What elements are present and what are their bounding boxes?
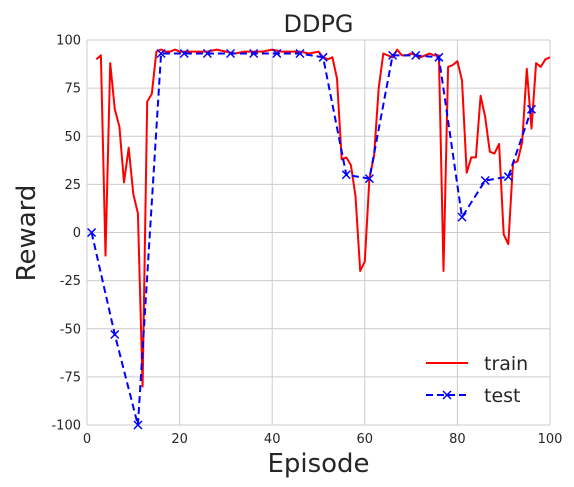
data-point-test bbox=[272, 48, 282, 59]
x-tick-label: 80 bbox=[449, 432, 466, 447]
legend: train test bbox=[426, 353, 528, 407]
data-point-test bbox=[133, 420, 143, 430]
data-point-test bbox=[457, 212, 467, 222]
y-tick-label: 75 bbox=[64, 82, 81, 97]
y-tick-label: 25 bbox=[64, 178, 81, 193]
x-tick-label: 0 bbox=[83, 432, 91, 447]
y-tick-label: -50 bbox=[60, 322, 81, 337]
y-tick-label: 100 bbox=[56, 34, 81, 49]
legend-marker-test bbox=[442, 390, 452, 400]
x-tick-label: 60 bbox=[357, 432, 374, 447]
series-line-test bbox=[90, 52, 533, 426]
y-tick-label: -75 bbox=[60, 370, 81, 385]
series-layer bbox=[87, 48, 551, 430]
x-tick-label: 40 bbox=[264, 432, 281, 447]
y-axis-title: Reward bbox=[12, 185, 42, 282]
data-point-test bbox=[156, 48, 166, 59]
x-tick-label: 20 bbox=[171, 432, 188, 447]
data-point-test bbox=[526, 104, 537, 114]
chart-title: DDPG bbox=[283, 10, 353, 38]
legend-label-train: train bbox=[484, 353, 528, 375]
data-point-test bbox=[341, 170, 351, 180]
grid bbox=[86, 39, 551, 426]
data-point-test bbox=[388, 50, 398, 60]
x-axis-title: Episode bbox=[267, 449, 369, 479]
series-line-train bbox=[95, 48, 551, 388]
data-point-test bbox=[434, 52, 444, 62]
tick-labels: 0 20 40 60 80 100 -100 -75 -50 -25 0 25 50 75 100 bbox=[51, 34, 562, 448]
data-point-test bbox=[225, 48, 236, 59]
y-tick-label: -25 bbox=[60, 274, 81, 289]
y-tick-label: 0 bbox=[73, 226, 81, 241]
data-point-test bbox=[179, 48, 189, 59]
data-point-test bbox=[503, 172, 513, 182]
legend-label-test: test bbox=[484, 385, 521, 407]
data-point-test bbox=[295, 48, 305, 59]
data-point-test bbox=[110, 329, 120, 340]
data-point-test bbox=[318, 52, 328, 62]
data-point-test bbox=[249, 48, 259, 59]
data-point-test bbox=[411, 50, 421, 60]
data-point-test bbox=[202, 48, 212, 59]
y-tick-label: -100 bbox=[51, 419, 81, 434]
y-tick-label: 50 bbox=[64, 130, 81, 145]
data-point-test bbox=[87, 227, 97, 238]
x-tick-label: 100 bbox=[538, 432, 563, 447]
data-point-test bbox=[364, 174, 374, 184]
data-point-test bbox=[480, 175, 490, 186]
